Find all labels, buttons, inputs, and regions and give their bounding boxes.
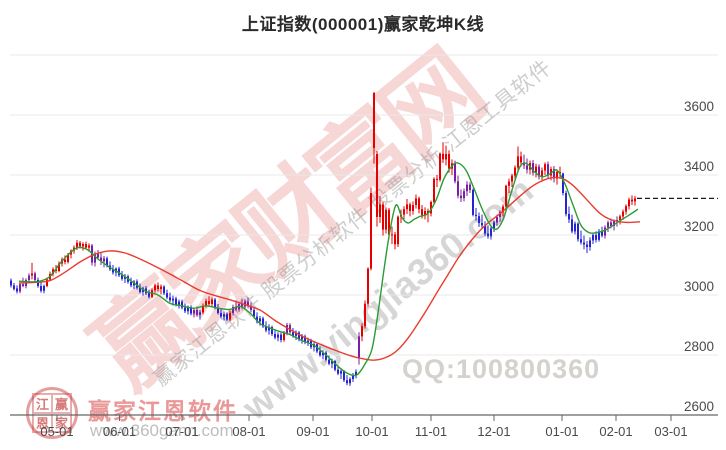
watermark-qq-number: QQ:100800360 bbox=[402, 354, 601, 384]
svg-text:3000: 3000 bbox=[684, 279, 714, 294]
seal-characters: 江 赢 恩 家 bbox=[32, 393, 72, 433]
svg-text:12-01: 12-01 bbox=[477, 424, 510, 439]
seal-char: 恩 bbox=[33, 413, 52, 432]
svg-text:02-01: 02-01 bbox=[599, 424, 632, 439]
seal-char: 赢 bbox=[52, 394, 71, 413]
svg-text:05-01: 05-01 bbox=[40, 424, 73, 439]
brand-name: 赢家江恩软件 bbox=[88, 398, 238, 424]
svg-text:3600: 3600 bbox=[684, 99, 714, 114]
svg-text:10-01: 10-01 bbox=[355, 424, 388, 439]
svg-text:08-01: 08-01 bbox=[232, 424, 265, 439]
brand-url: www.360gann.com bbox=[90, 421, 234, 440]
svg-text:03-01: 03-01 bbox=[654, 424, 687, 439]
page-title: 上证指数(000001)赢家乾坤K线 bbox=[241, 15, 485, 34]
svg-text:3400: 3400 bbox=[684, 159, 714, 174]
seal-logo: 江 赢 恩 家 bbox=[26, 387, 78, 439]
svg-text:01-01: 01-01 bbox=[545, 424, 578, 439]
seal-char: 家 bbox=[52, 413, 71, 432]
seal-char: 江 bbox=[33, 394, 52, 413]
svg-text:3200: 3200 bbox=[684, 219, 714, 234]
svg-text:11-01: 11-01 bbox=[415, 424, 447, 439]
svg-text:06-01: 06-01 bbox=[103, 424, 136, 439]
svg-text:2800: 2800 bbox=[684, 339, 714, 354]
svg-text:2600: 2600 bbox=[684, 399, 714, 414]
svg-text:09-01: 09-01 bbox=[296, 424, 329, 439]
svg-text:07-01: 07-01 bbox=[165, 424, 198, 439]
